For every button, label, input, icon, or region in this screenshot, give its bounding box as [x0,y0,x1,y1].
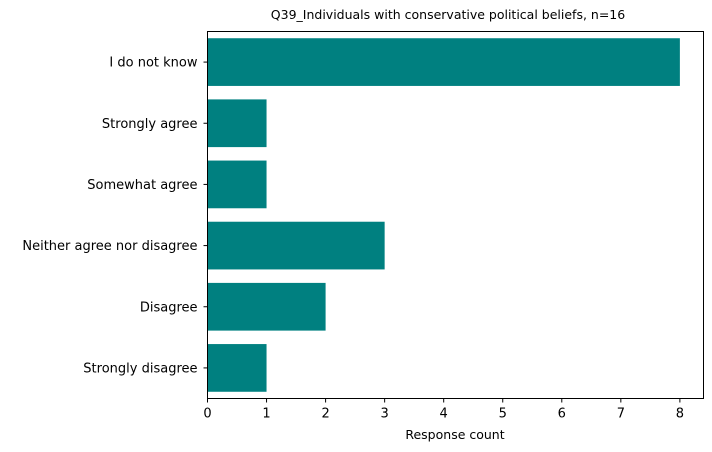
bar-4 [207,282,326,331]
x-tick-label-6: 6 [558,407,566,422]
chart-title: Q39_Individuals with conservative politi… [271,7,625,22]
y-tick-label-0: I do not know [109,56,197,71]
x-tick-label-3: 3 [381,407,389,422]
bars-group [207,38,680,392]
x-axis-ticks: 0 1 2 3 4 5 6 7 8 [203,398,684,422]
y-tick-label-1: Strongly agree [102,117,198,132]
bar-5 [207,344,267,392]
plot-frame [207,31,704,399]
x-tick-label-4: 4 [440,407,448,422]
bar-0 [207,38,680,86]
x-tick-label-0: 0 [203,407,211,422]
bar-1 [207,99,267,148]
y-axis-ticks: I do not know Strongly agree Somewhat agre… [22,56,208,376]
x-tick-label-8: 8 [676,407,684,422]
y-tick-label-2: Somewhat agree [87,178,197,193]
y-tick-label-3: Neither agree nor disagree [22,239,197,254]
x-tick-label-1: 1 [262,407,270,422]
y-tick-label-4: Disagree [140,300,198,315]
x-tick-label-2: 2 [321,407,329,422]
bar-3 [207,221,385,270]
bar-2 [207,160,267,209]
y-tick-label-5: Strongly disagree [83,361,197,376]
x-axis-label: Response count [405,427,504,442]
x-tick-label-7: 7 [617,407,625,422]
x-tick-label-5: 5 [499,407,507,422]
